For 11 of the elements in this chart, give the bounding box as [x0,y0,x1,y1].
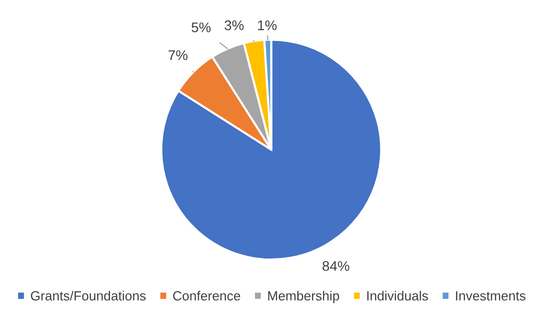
legend-label: Individuals [367,290,428,301]
legend-label: Investments [456,291,526,301]
legend-label: Grants/Foundations [30,290,146,301]
legend-label: Membership [268,290,340,304]
data-label: 7% [168,50,188,60]
legend-label: Conference [173,290,240,301]
pie-slice [160,38,382,261]
data-label: 3% [224,20,244,30]
data-label: 5% [192,22,211,32]
data-label: 1% [258,20,277,30]
data-label: 84% [322,261,350,271]
